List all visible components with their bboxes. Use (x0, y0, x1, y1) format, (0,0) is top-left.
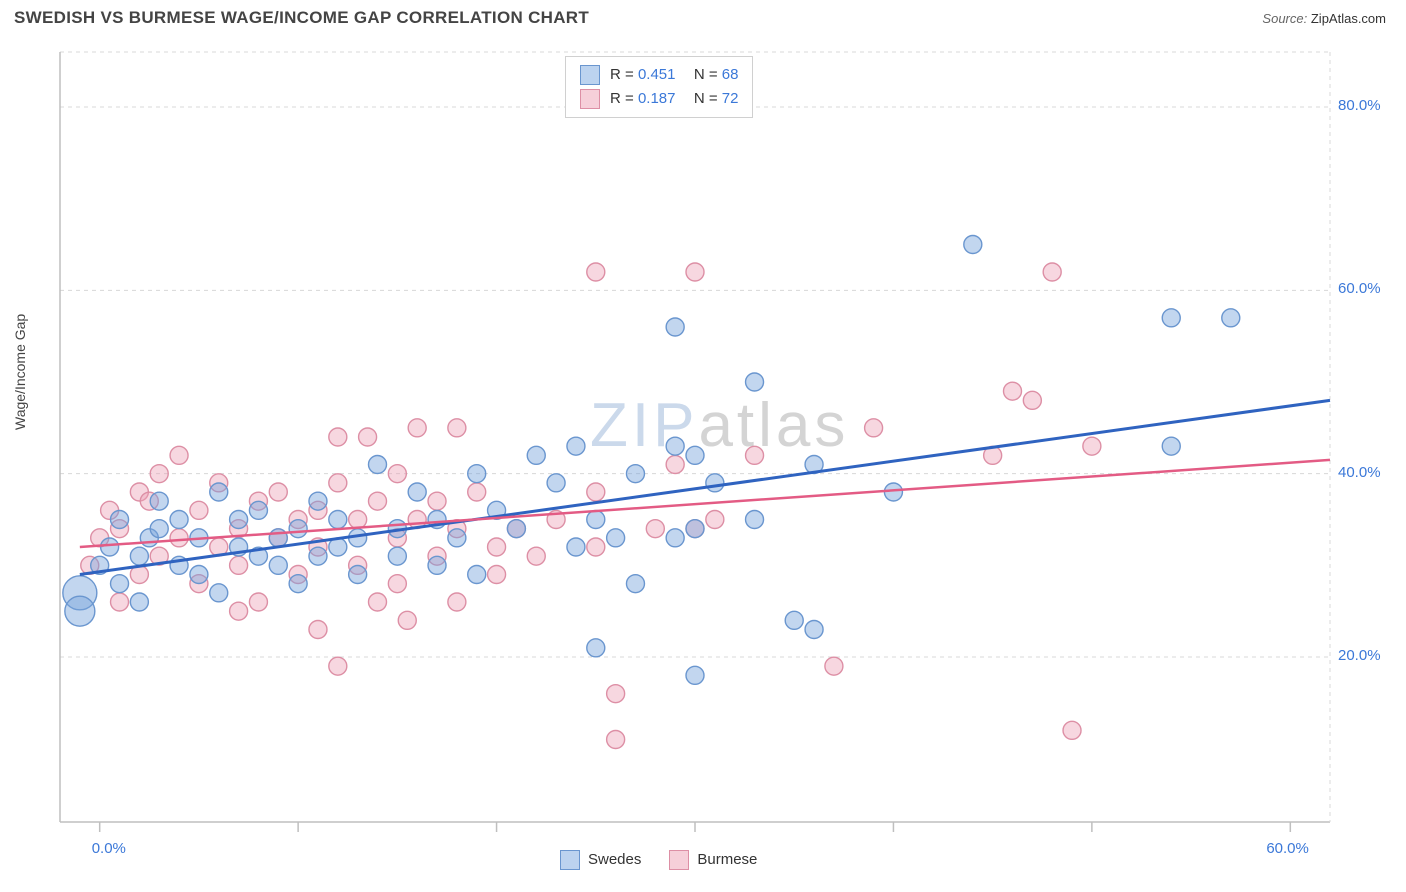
y-tick-label: 40.0% (1338, 464, 1381, 481)
scatter-chart-svg (50, 42, 1390, 832)
chart-area: 20.0%40.0%60.0%80.0%0.0%60.0% (50, 42, 1390, 832)
legend-n-label: N = 72 (685, 87, 738, 111)
source-label: Source: (1262, 11, 1307, 26)
legend-swatch (669, 850, 689, 870)
legend-r-label: R = 0.187 (610, 87, 675, 111)
legend-item: Burmese (669, 850, 757, 870)
source-attribution: Source: ZipAtlas.com (1262, 11, 1386, 26)
legend-swatch (560, 850, 580, 870)
legend-r-label: R = 0.451 (610, 63, 675, 87)
legend-n-label: N = 68 (685, 63, 738, 87)
legend-stat-row: R = 0.187 N = 72 (580, 87, 738, 111)
x-tick-label: 0.0% (92, 840, 126, 857)
legend-swatch (580, 89, 600, 109)
x-tick-label: 60.0% (1266, 840, 1309, 857)
source-value: ZipAtlas.com (1311, 11, 1386, 26)
y-tick-label: 20.0% (1338, 647, 1381, 664)
legend-stat-row: R = 0.451 N = 68 (580, 63, 738, 87)
legend-stats-box: R = 0.451 N = 68R = 0.187 N = 72 (565, 56, 753, 118)
y-tick-label: 60.0% (1338, 280, 1381, 297)
y-tick-label: 80.0% (1338, 97, 1381, 114)
legend-swatch (580, 65, 600, 85)
y-axis-label: Wage/Income Gap (12, 314, 28, 430)
legend-label: Burmese (697, 851, 757, 868)
legend-item: Swedes (560, 850, 641, 870)
legend-bottom: Swedes Burmese (560, 850, 757, 870)
legend-label: Swedes (588, 851, 641, 868)
chart-title: SWEDISH VS BURMESE WAGE/INCOME GAP CORRE… (14, 8, 589, 28)
